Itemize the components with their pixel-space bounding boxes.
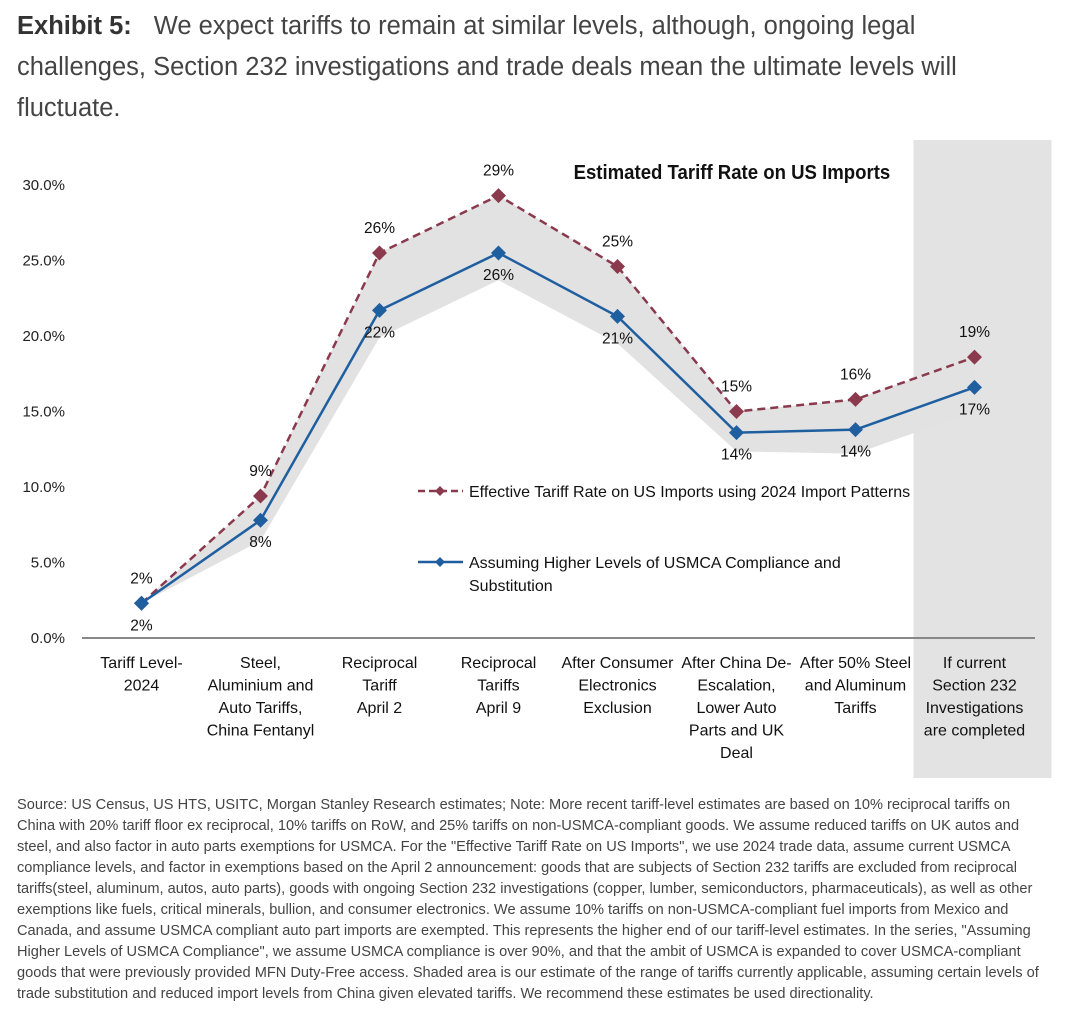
x-tick-label: After 50% Steel xyxy=(800,655,911,672)
x-tick-label: Electronics xyxy=(578,678,656,695)
data-point-marker xyxy=(729,404,744,419)
data-point-marker xyxy=(967,349,982,365)
y-tick-label: 0.0% xyxy=(31,630,65,647)
data-point-marker xyxy=(491,245,506,261)
data-label: 8% xyxy=(249,534,272,551)
legend-marker-1 xyxy=(435,486,445,496)
data-label: 14% xyxy=(840,444,871,461)
data-label: 9% xyxy=(249,463,272,480)
data-point-marker xyxy=(491,188,506,204)
x-tick-label: Steel, xyxy=(240,655,281,672)
data-label: 14% xyxy=(721,447,752,464)
y-tick-label: 20.0% xyxy=(22,328,65,345)
x-tick-label: Auto Tariffs, xyxy=(219,700,303,717)
data-point-marker xyxy=(134,595,149,611)
data-point-marker xyxy=(372,302,387,318)
x-tick-label: 2024 xyxy=(124,678,160,695)
data-point-marker xyxy=(253,512,268,528)
data-label: 2% xyxy=(130,570,153,587)
data-point-marker xyxy=(253,488,268,504)
highlight-column xyxy=(913,140,1052,778)
x-tick-label: Tariff xyxy=(362,678,397,695)
x-tick-label: Deal xyxy=(720,745,753,762)
series-line-1 xyxy=(140,194,975,605)
data-label: 22% xyxy=(364,324,395,341)
x-tick-label: April 2 xyxy=(357,700,402,717)
exhibit-label: Exhibit 5: xyxy=(17,12,132,40)
x-tick-label: Reciprocal xyxy=(342,655,418,672)
exhibit-title-text: We expect tariffs to remain at similar l… xyxy=(17,12,957,122)
chart-title: Estimated Tariff Rate on US Imports xyxy=(574,162,891,184)
data-point-marker xyxy=(967,379,982,395)
data-label: 19% xyxy=(959,324,990,341)
x-tick-label: If current xyxy=(943,655,1007,672)
legend-label-2: Substitution xyxy=(469,578,553,595)
legend-marker-2 xyxy=(435,557,445,567)
data-label: 15% xyxy=(721,379,752,396)
exhibit-title: Exhibit 5: We expect tariffs to remain at… xyxy=(17,6,1017,129)
data-point-marker xyxy=(610,259,625,275)
x-tick-label: Section 232 xyxy=(932,678,1017,695)
x-tick-label: China Fentanyl xyxy=(207,723,315,740)
x-tick-label: Reciprocal xyxy=(461,655,537,672)
x-tick-label: Investigations xyxy=(926,700,1024,717)
y-tick-label: 25.0% xyxy=(22,253,65,270)
source-footnote: Source: US Census, US HTS, USITC, Morgan… xyxy=(17,797,1039,1002)
data-point-marker xyxy=(610,308,625,324)
data-label: 25% xyxy=(602,234,633,251)
data-label: 26% xyxy=(364,220,395,237)
x-tick-label: After Consumer xyxy=(561,655,674,672)
x-tick-label: Aluminium and xyxy=(208,678,314,695)
data-label: 21% xyxy=(602,330,633,347)
x-tick-label: Exclusion xyxy=(583,700,651,717)
x-tick-label: Parts and UK xyxy=(689,723,784,740)
y-tick-label: 30.0% xyxy=(22,177,65,194)
x-tick-label: Tariff Level- xyxy=(100,655,182,672)
y-tick-label: 10.0% xyxy=(22,479,65,496)
data-label: 16% xyxy=(840,366,871,383)
x-tick-label: are completed xyxy=(924,723,1025,740)
tariff-rate-chart: Estimated Tariff Rate on US Imports 0.0% 5… xyxy=(22,140,1052,778)
y-tick-label: 5.0% xyxy=(31,555,65,572)
data-point-marker xyxy=(848,391,863,407)
data-label: 26% xyxy=(483,267,514,284)
x-tick-label: Tariffs xyxy=(834,700,876,717)
x-tick-label: After China De- xyxy=(681,655,791,672)
data-point-marker xyxy=(729,425,744,441)
y-tick-label: 15.0% xyxy=(22,404,65,421)
x-tick-label: and Aluminum xyxy=(805,678,906,695)
data-point-marker xyxy=(372,245,387,261)
x-tick-label: Tariffs xyxy=(477,678,519,695)
legend-label-2: Assuming Higher Levels of USMCA Complian… xyxy=(469,555,841,572)
x-tick-label: Escalation, xyxy=(697,678,775,695)
series-line-2 xyxy=(140,251,975,605)
data-label: 2% xyxy=(130,617,153,634)
data-point-marker xyxy=(848,422,863,438)
legend-label-1: Effective Tariff Rate on US Imports usin… xyxy=(469,484,910,501)
x-tick-label: April 9 xyxy=(476,700,521,717)
data-label: 17% xyxy=(959,401,990,418)
x-tick-label: Lower Auto xyxy=(696,700,776,717)
data-label: 29% xyxy=(483,163,514,180)
